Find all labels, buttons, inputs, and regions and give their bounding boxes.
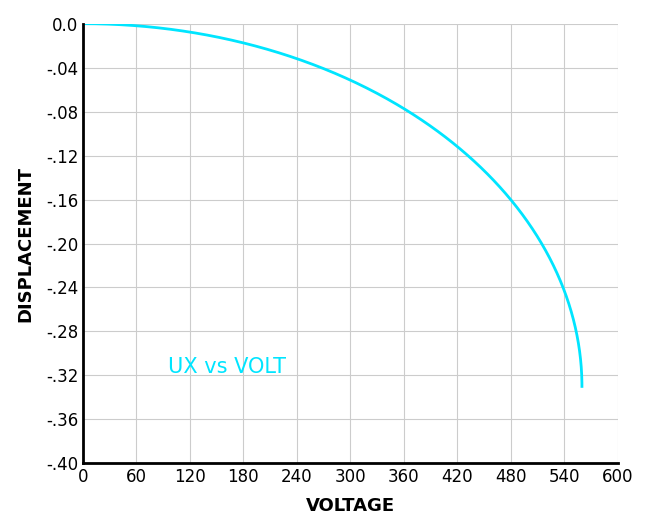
Y-axis label: DISPLACEMENT: DISPLACEMENT — [17, 165, 34, 321]
Text: UX vs VOLT: UX vs VOLT — [168, 356, 287, 377]
X-axis label: VOLTAGE: VOLTAGE — [306, 497, 395, 516]
